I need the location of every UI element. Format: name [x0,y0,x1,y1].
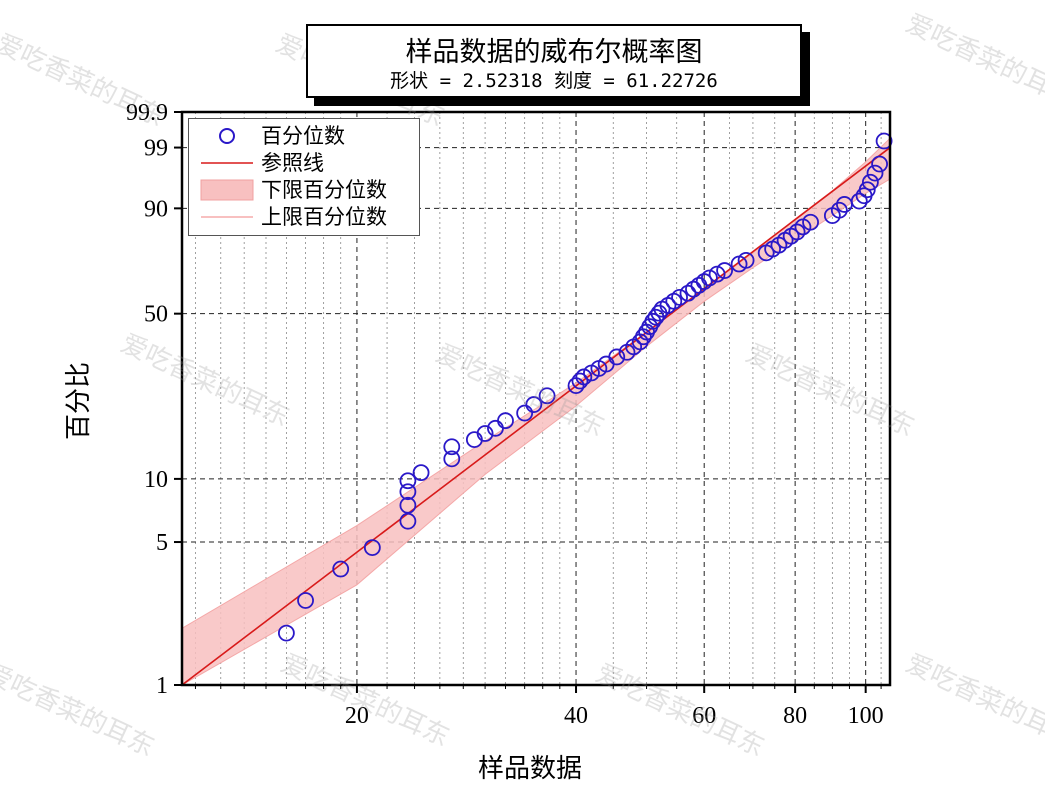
data-point [297,592,314,609]
axis-ticks: 20 40 60 80 100 1 5 10 50 90 99 99.9 [126,100,884,729]
data-point [830,201,848,219]
data-point [538,387,556,405]
y-tick-label: 99 [144,136,168,162]
legend-label: 百分位数 [261,124,345,148]
plot-frame [180,110,892,687]
data-point [858,181,876,199]
y-tick-label: 10 [144,467,168,493]
data-point [850,192,868,210]
x-tick-label: 80 [783,703,807,729]
legend-label: 参照线 [261,151,324,175]
data-points [277,132,893,642]
y-axis-title: 百分比 [64,361,94,440]
x-tick-label: 100 [848,703,884,729]
data-point [476,425,494,442]
data-point [277,624,295,642]
data-point [412,464,430,482]
legend-item-lower-bound: 下限百分位数 [189,177,419,203]
data-point [716,262,734,279]
data-point [399,496,417,514]
chart-subtitle: 形状 = 2.52318 刻度 = 61.22726 [390,70,718,92]
legend-item-percentiles: 百分位数 [189,123,419,149]
plot-border [180,110,892,687]
data-point [871,155,888,173]
data-point [866,164,884,182]
data-point [701,269,718,287]
y-tick-label: 1 [156,673,168,699]
data-point [575,368,593,386]
y-tick-label: 50 [144,302,168,328]
x-tick-label: 20 [345,703,369,729]
data-point [525,396,543,413]
data-point [737,251,755,269]
chart-title: 样品数据的威布尔概率图 [405,37,703,68]
data-point [861,173,879,191]
data-point [571,372,589,390]
x-tick-label: 40 [564,703,588,729]
data-point [497,412,514,430]
title-box: 样品数据的威布尔概率图 形状 = 2.52318 刻度 = 61.22726 [306,24,802,98]
data-point [516,404,534,422]
data-point [443,438,461,456]
legend-marker-icon [219,128,235,144]
data-point [671,288,688,306]
data-point [802,213,819,231]
data-point [443,450,461,468]
data-point [788,223,806,241]
x-axis-title: 样品数据 [478,754,583,784]
data-point [608,348,626,366]
y-tick-label: 90 [144,196,168,222]
y-tick-label: 99.9 [126,100,168,126]
data-point [695,273,713,290]
data-point [679,284,697,302]
data-point [708,265,726,283]
data-point [399,472,417,490]
legend-label: 上限百分位数 [261,205,387,229]
data-point [399,483,417,501]
x-tick-label: 60 [692,703,716,729]
legend-item-upper-bound: 上限百分位数 [189,204,419,230]
legend-label: 下限百分位数 [261,178,387,202]
legend-band-icon [200,179,254,201]
data-point [363,539,381,556]
data-point [875,132,893,150]
data-point [332,560,350,578]
y-tick-label: 5 [156,530,168,556]
legend-item-reference-line: 参照线 [189,150,419,176]
legend: 百分位数 参照线 下限百分位数 上限百分位数 [188,118,420,236]
